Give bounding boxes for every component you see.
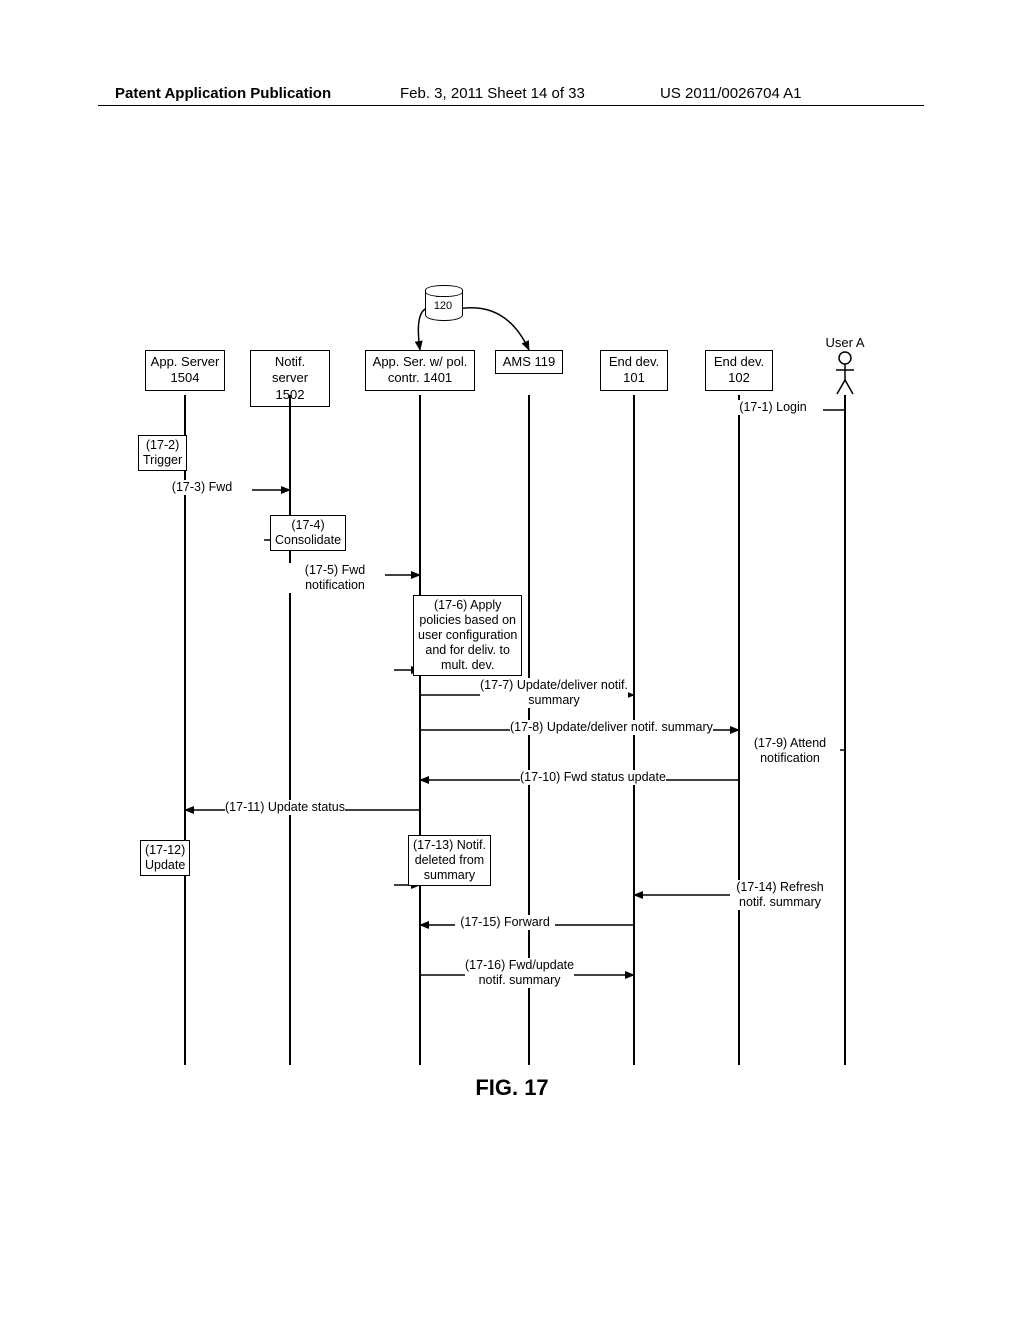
lifeline-notif_server [289,395,291,1065]
message-label: (17-2) Trigger [138,435,187,471]
header-publication: Patent Application Publication [115,85,331,102]
message-label: (17-16) Fwd/update notif. summary [465,958,574,988]
message-label: (17-6) Apply policies based on user conf… [413,595,522,676]
lifeline-app_ser_pol [419,395,421,1065]
message-label: (17-12) Update [140,840,190,876]
database-icon: DB120 [425,280,463,321]
user-icon [836,352,854,394]
header-rule [98,105,924,106]
header-date-sheet: Feb. 3, 2011 Sheet 14 of 33 [400,85,585,102]
participant-ams: AMS 119 [495,350,563,374]
message-label: (17-13) Notif. deleted from summary [408,835,491,886]
message-label: (17-14) Refresh notif. summary [730,880,830,910]
message-label: (17-3) Fwd [152,480,252,495]
sequence-diagram: DB120App. Server 1504Notif. server 1502A… [110,280,910,1080]
participant-end_dev_102: End dev. 102 [705,350,773,391]
page: Patent Application Publication Feb. 3, 2… [0,0,1024,1320]
lifeline-end_dev_102 [738,395,740,1065]
message-label: (17-9) Attend notification [740,736,840,766]
participant-app_server: App. Server 1504 [145,350,225,391]
participant-app_ser_pol: App. Ser. w/ pol. contr. 1401 [365,350,475,391]
lifeline-user_a [844,395,846,1065]
message-label: (17-4) Consolidate [270,515,346,551]
lifeline-app_server [184,395,186,1065]
message-label: (17-7) Update/deliver notif. summary [480,678,628,708]
header-pub-number: US 2011/0026704 A1 [660,85,802,102]
figure-title: FIG. 17 [0,1075,1024,1101]
message-label: (17-10) Fwd status update [520,770,666,785]
message-label: (17-11) Update status [225,800,345,815]
participant-end_dev_101: End dev. 101 [600,350,668,391]
user-label: User A [820,335,870,350]
message-label: (17-5) Fwd notification [285,563,385,593]
message-label: (17-1) Login [723,400,823,415]
message-label: (17-8) Update/deliver notif. summary [510,720,713,735]
message-label: (17-15) Forward [455,915,555,930]
